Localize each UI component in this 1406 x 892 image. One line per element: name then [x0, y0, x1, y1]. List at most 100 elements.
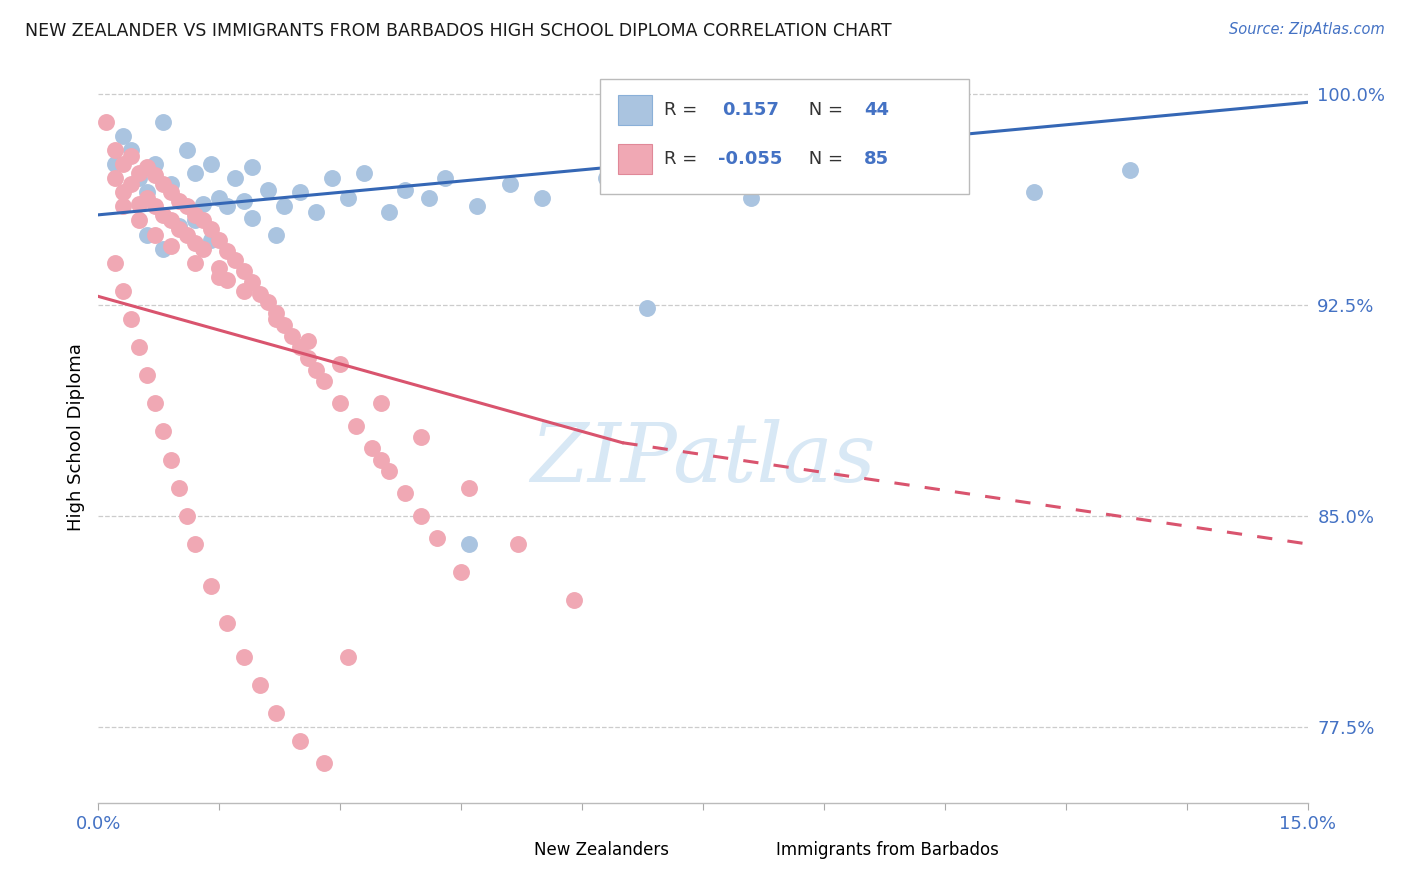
Point — [184, 255, 207, 269]
Text: NEW ZEALANDER VS IMMIGRANTS FROM BARBADOS HIGH SCHOOL DIPLOMA CORRELATION CHART: NEW ZEALANDER VS IMMIGRANTS FROM BARBADO… — [25, 22, 891, 40]
Bar — [619, 144, 652, 175]
Y-axis label: High School Diploma: High School Diploma — [66, 343, 84, 531]
Text: N =: N = — [803, 101, 849, 120]
Point — [135, 227, 157, 242]
FancyBboxPatch shape — [600, 78, 969, 194]
Point — [1119, 162, 1142, 177]
Point — [111, 199, 134, 213]
Point — [240, 160, 263, 174]
Point — [249, 286, 271, 301]
Point — [314, 756, 336, 771]
Point — [217, 199, 239, 213]
Text: 44: 44 — [863, 101, 889, 120]
Point — [193, 213, 215, 227]
Point — [506, 537, 529, 551]
Point — [176, 143, 198, 157]
Point — [152, 208, 174, 222]
Point — [143, 396, 166, 410]
Point — [217, 272, 239, 286]
Point — [498, 177, 520, 191]
Point — [297, 334, 319, 349]
Point — [208, 269, 231, 284]
Point — [636, 301, 658, 315]
Point — [120, 143, 142, 157]
Point — [217, 244, 239, 259]
Point — [135, 191, 157, 205]
Text: ZIPatlas: ZIPatlas — [530, 419, 876, 499]
Point — [160, 186, 183, 200]
Text: R =: R = — [664, 101, 703, 120]
Point — [103, 171, 125, 186]
Point — [465, 199, 488, 213]
Point — [111, 186, 134, 200]
Point — [426, 532, 449, 546]
Point — [167, 222, 190, 236]
Point — [458, 537, 481, 551]
Point — [128, 196, 150, 211]
Point — [232, 284, 254, 298]
Point — [329, 396, 352, 410]
Point — [297, 351, 319, 366]
Point — [240, 276, 263, 290]
Text: -0.055: -0.055 — [717, 150, 782, 168]
Text: New Zealanders: New Zealanders — [534, 840, 669, 859]
Text: 0.157: 0.157 — [723, 101, 779, 120]
Point — [273, 199, 295, 213]
Point — [111, 157, 134, 171]
Point — [200, 233, 222, 247]
Point — [160, 239, 183, 253]
Point — [273, 318, 295, 332]
Point — [128, 171, 150, 186]
Point — [200, 157, 222, 171]
Point — [249, 678, 271, 692]
Point — [530, 191, 553, 205]
Point — [128, 340, 150, 354]
Point — [288, 186, 311, 200]
Point — [740, 191, 762, 205]
Point — [217, 615, 239, 630]
Point — [264, 706, 287, 720]
Point — [167, 194, 190, 208]
Point — [184, 166, 207, 180]
Point — [208, 191, 231, 205]
Point — [176, 199, 198, 213]
Point — [450, 565, 472, 579]
Point — [103, 157, 125, 171]
Point — [377, 205, 399, 219]
Point — [184, 213, 207, 227]
Point — [434, 171, 457, 186]
Point — [409, 508, 432, 523]
Point — [120, 312, 142, 326]
Point — [193, 242, 215, 256]
Point — [232, 264, 254, 278]
Point — [208, 233, 231, 247]
Point — [152, 177, 174, 191]
Bar — [619, 95, 652, 126]
Point — [1022, 186, 1045, 200]
Point — [120, 177, 142, 191]
Point — [200, 222, 222, 236]
Point — [111, 129, 134, 144]
Text: N =: N = — [803, 150, 849, 168]
Point — [128, 213, 150, 227]
Text: 85: 85 — [863, 150, 889, 168]
Point — [224, 252, 246, 267]
Point — [394, 486, 416, 500]
Point — [264, 312, 287, 326]
Point — [160, 213, 183, 227]
Point — [329, 357, 352, 371]
Point — [152, 242, 174, 256]
Point — [288, 734, 311, 748]
Bar — [740, 839, 766, 862]
Point — [135, 186, 157, 200]
Point — [361, 442, 384, 456]
Point — [409, 430, 432, 444]
Point — [208, 261, 231, 276]
Point — [377, 464, 399, 478]
Point — [152, 115, 174, 129]
Point — [176, 508, 198, 523]
Point — [353, 166, 375, 180]
Point — [135, 368, 157, 383]
Bar — [498, 839, 524, 862]
Point — [200, 579, 222, 593]
